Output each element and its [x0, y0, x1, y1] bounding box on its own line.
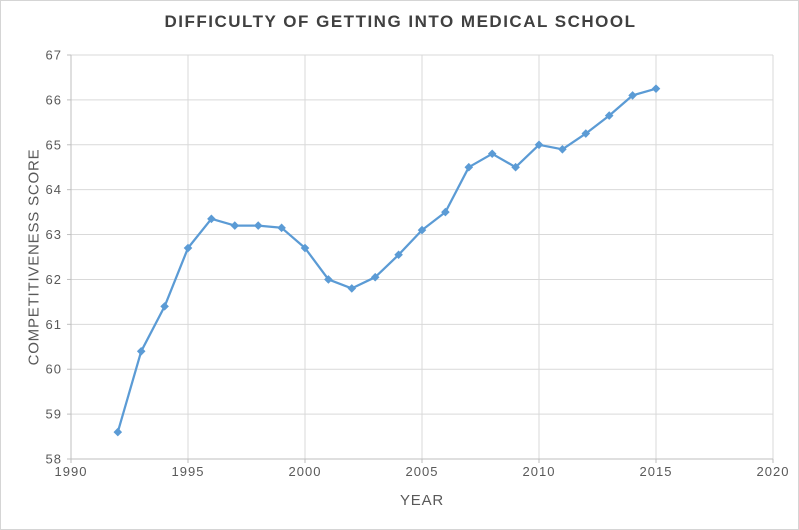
data-point-marker [534, 140, 544, 150]
data-point-marker [207, 214, 216, 224]
data-point-marker [394, 250, 403, 260]
data-point-marker [581, 129, 591, 138]
x-tick-label: 2020 [757, 464, 790, 479]
data-series [113, 84, 661, 437]
x-axis-title: YEAR [399, 492, 445, 509]
data-point-marker [324, 275, 333, 284]
gridlines [71, 54, 774, 459]
y-tick-label: 63 [46, 227, 62, 242]
data-point-marker [441, 207, 450, 217]
data-point-marker [183, 243, 193, 253]
x-tick-label: 2015 [640, 464, 673, 479]
x-tick-label: 2010 [523, 464, 556, 479]
data-point-marker [253, 221, 263, 230]
data-point-marker [230, 221, 240, 230]
y-tick-label: 62 [46, 272, 62, 287]
y-tick-label: 66 [46, 92, 62, 107]
data-point-marker [136, 346, 146, 356]
data-point-marker [558, 144, 567, 154]
data-point-marker [651, 84, 661, 93]
y-tick-label: 59 [46, 407, 62, 422]
data-point-marker [464, 162, 474, 172]
y-tick-label: 64 [46, 182, 62, 197]
data-line [116, 87, 658, 434]
x-tick-label: 2000 [289, 464, 322, 479]
y-tick-label: 67 [46, 48, 62, 63]
data-point-marker [160, 302, 169, 311]
data-point-marker [511, 162, 520, 172]
data-point-marker [370, 272, 380, 282]
tick-marks [67, 54, 774, 463]
tick-labels: 58 59 60 61 62 63 64 65 66 67 1990 1995 2000 2005 2010… [46, 48, 790, 480]
x-tick-label: 2005 [406, 464, 439, 479]
data-point-marker [347, 284, 357, 293]
y-tick-label: 60 [46, 362, 62, 377]
x-tick-label: 1995 [172, 464, 205, 479]
data-point-marker [487, 149, 497, 159]
data-point-marker [113, 427, 123, 437]
data-point-marker [417, 225, 427, 235]
data-point-marker [300, 243, 310, 253]
y-tick-label: 65 [46, 137, 62, 152]
y-tick-label: 58 [46, 452, 62, 467]
data-point-marker [604, 111, 614, 120]
x-tick-label: 1990 [55, 464, 88, 479]
chart-title: DIFFICULTY OF GETTING INTO MEDICAL SCHOO… [164, 12, 637, 31]
data-point-marker [628, 91, 637, 100]
data-point-marker [277, 223, 286, 233]
y-tick-label: 61 [46, 317, 62, 332]
